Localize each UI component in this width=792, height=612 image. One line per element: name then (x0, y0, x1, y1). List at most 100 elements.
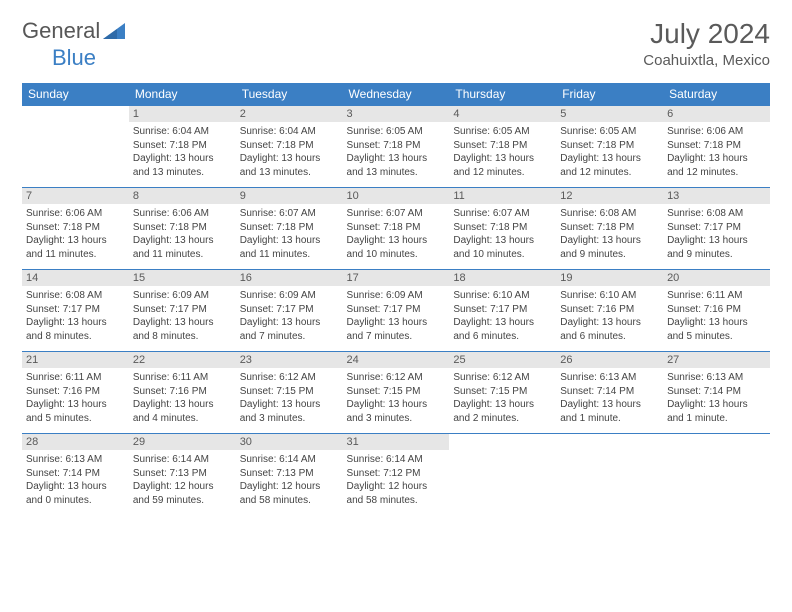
sunset-line: Sunset: 7:15 PM (347, 385, 446, 399)
calendar-day-cell (663, 434, 770, 516)
daylight-line: Daylight: 13 hours and 3 minutes. (347, 398, 446, 425)
calendar-day-cell: 9Sunrise: 6:07 AMSunset: 7:18 PMDaylight… (236, 188, 343, 270)
day-number: 6 (663, 106, 770, 122)
day-number: 28 (22, 434, 129, 450)
sunset-line: Sunset: 7:18 PM (560, 139, 659, 153)
day-number: 29 (129, 434, 236, 450)
sunrise-line: Sunrise: 6:05 AM (347, 125, 446, 139)
calendar-day-cell: 19Sunrise: 6:10 AMSunset: 7:16 PMDayligh… (556, 270, 663, 352)
day-number: 9 (236, 188, 343, 204)
sunrise-line: Sunrise: 6:07 AM (347, 207, 446, 221)
daylight-line: Daylight: 13 hours and 11 minutes. (26, 234, 125, 261)
daylight-line: Daylight: 13 hours and 7 minutes. (240, 316, 339, 343)
sunrise-line: Sunrise: 6:13 AM (667, 371, 766, 385)
calendar-day-cell (22, 106, 129, 188)
sunrise-line: Sunrise: 6:06 AM (667, 125, 766, 139)
day-number: 5 (556, 106, 663, 122)
calendar-day-cell: 25Sunrise: 6:12 AMSunset: 7:15 PMDayligh… (449, 352, 556, 434)
sunset-line: Sunset: 7:16 PM (26, 385, 125, 399)
day-number: 16 (236, 270, 343, 286)
daylight-line: Daylight: 13 hours and 12 minutes. (453, 152, 552, 179)
calendar-day-cell: 10 Sunrise: 6:07 AMSunset: 7:18 PMDayligh… (343, 188, 450, 270)
day-number: 13 (663, 188, 770, 204)
day-number: 4 (449, 106, 556, 122)
sunrise-line: Sunrise: 6:11 AM (667, 289, 766, 303)
daylight-line: Daylight: 13 hours and 8 minutes. (26, 316, 125, 343)
sunrise-line: Sunrise: 6:04 AM (240, 125, 339, 139)
day-header: Saturday (663, 83, 770, 106)
day-header: Wednesday (343, 83, 450, 106)
calendar-day-cell: 16 Sunrise: 6:09 AMSunset: 7:17 PMDayligh… (236, 270, 343, 352)
sunset-line: Sunset: 7:14 PM (560, 385, 659, 399)
sunset-line: Sunset: 7:18 PM (26, 221, 125, 235)
daylight-line: Daylight: 13 hours and 5 minutes. (26, 398, 125, 425)
day-header: Monday (129, 83, 236, 106)
sunset-line: Sunset: 7:18 PM (453, 221, 552, 235)
day-header: Thursday (449, 83, 556, 106)
daylight-line: Daylight: 13 hours and 9 minutes. (560, 234, 659, 261)
day-number: 12 (556, 188, 663, 204)
day-number: 20 (663, 270, 770, 286)
day-number: 8 (129, 188, 236, 204)
sunset-line: Sunset: 7:18 PM (240, 139, 339, 153)
day-number: 15 (129, 270, 236, 286)
sunrise-line: Sunrise: 6:14 AM (347, 453, 446, 467)
daylight-line: Daylight: 13 hours and 9 minutes. (667, 234, 766, 261)
sunrise-line: Sunrise: 6:06 AM (133, 207, 232, 221)
day-number: 14 (22, 270, 129, 286)
daylight-line: Daylight: 13 hours and 10 minutes. (347, 234, 446, 261)
calendar-day-cell: 30Sunrise: 6:14 AMSunset: 7:13 PMDayligh… (236, 434, 343, 516)
sunset-line: Sunset: 7:16 PM (667, 303, 766, 317)
calendar-day-cell: 24Sunrise: 6:12 AMSunset: 7:15 PMDayligh… (343, 352, 450, 434)
day-number: 24 (343, 352, 450, 368)
daylight-line: Daylight: 13 hours and 1 minute. (560, 398, 659, 425)
month-title: July 2024 (643, 18, 770, 50)
sunrise-line: Sunrise: 6:05 AM (453, 125, 552, 139)
daylight-line: Daylight: 13 hours and 2 minutes. (453, 398, 552, 425)
day-number: 31 (343, 434, 450, 450)
day-number: 1 (129, 106, 236, 122)
calendar-day-cell: 28Sunrise: 6:13 AMSunset: 7:14 PMDayligh… (22, 434, 129, 516)
calendar-day-cell: 8Sunrise: 6:06 AMSunset: 7:18 PMDaylight… (129, 188, 236, 270)
calendar-day-cell: 17Sunrise: 6:09 AMSunset: 7:17 PMDayligh… (343, 270, 450, 352)
day-number: 7 (22, 188, 129, 204)
sunset-line: Sunset: 7:13 PM (133, 467, 232, 481)
sunset-line: Sunset: 7:18 PM (560, 221, 659, 235)
daylight-line: Daylight: 13 hours and 3 minutes. (240, 398, 339, 425)
calendar-week-row: 7Sunrise: 6:06 AMSunset: 7:18 PMDaylight… (22, 188, 770, 270)
sunrise-line: Sunrise: 6:05 AM (560, 125, 659, 139)
sunset-line: Sunset: 7:17 PM (240, 303, 339, 317)
sunrise-line: Sunrise: 6:09 AM (133, 289, 232, 303)
daylight-line: Daylight: 12 hours and 59 minutes. (133, 480, 232, 507)
calendar-day-cell: 11Sunrise: 6:07 AMSunset: 7:18 PMDayligh… (449, 188, 556, 270)
calendar-header-row: SundayMondayTuesdayWednesdayThursdayFrid… (22, 83, 770, 106)
calendar-day-cell: 15Sunrise: 6:09 AMSunset: 7:17 PMDayligh… (129, 270, 236, 352)
calendar-day-cell: 7Sunrise: 6:06 AMSunset: 7:18 PMDaylight… (22, 188, 129, 270)
daylight-line: Daylight: 13 hours and 13 minutes. (240, 152, 339, 179)
calendar-day-cell: 22Sunrise: 6:11 AMSunset: 7:16 PMDayligh… (129, 352, 236, 434)
sunset-line: Sunset: 7:14 PM (667, 385, 766, 399)
sunset-line: Sunset: 7:17 PM (26, 303, 125, 317)
daylight-line: Daylight: 13 hours and 0 minutes. (26, 480, 125, 507)
calendar-day-cell: 23Sunrise: 6:12 AMSunset: 7:15 PMDayligh… (236, 352, 343, 434)
sunrise-line: Sunrise: 6:09 AM (240, 289, 339, 303)
sunrise-line: Sunrise: 6:10 AM (560, 289, 659, 303)
title-block: July 2024 Coahuixtla, Mexico (643, 18, 770, 69)
sunrise-line: Sunrise: 6:12 AM (240, 371, 339, 385)
sunrise-line: Sunrise: 6:12 AM (453, 371, 552, 385)
sunrise-line: Sunrise: 6:13 AM (26, 453, 125, 467)
sunset-line: Sunset: 7:16 PM (133, 385, 232, 399)
day-header: Sunday (22, 83, 129, 106)
daylight-line: Daylight: 13 hours and 1 minute. (667, 398, 766, 425)
calendar-body: 1Sunrise: 6:04 AMSunset: 7:18 PMDaylight… (22, 106, 770, 516)
sunset-line: Sunset: 7:18 PM (347, 221, 446, 235)
daylight-line: Daylight: 13 hours and 6 minutes. (453, 316, 552, 343)
daylight-line: Daylight: 12 hours and 58 minutes. (347, 480, 446, 507)
calendar-day-cell: 18Sunrise: 6:10 AMSunset: 7:17 PMDayligh… (449, 270, 556, 352)
calendar-week-row: 14Sunrise: 6:08 AMSunset: 7:17 PMDayligh… (22, 270, 770, 352)
calendar-day-cell: 20Sunrise: 6:11 AMSunset: 7:16 PMDayligh… (663, 270, 770, 352)
day-number: 10 (343, 188, 450, 204)
sunset-line: Sunset: 7:18 PM (347, 139, 446, 153)
daylight-line: Daylight: 13 hours and 11 minutes. (240, 234, 339, 261)
day-header: Tuesday (236, 83, 343, 106)
